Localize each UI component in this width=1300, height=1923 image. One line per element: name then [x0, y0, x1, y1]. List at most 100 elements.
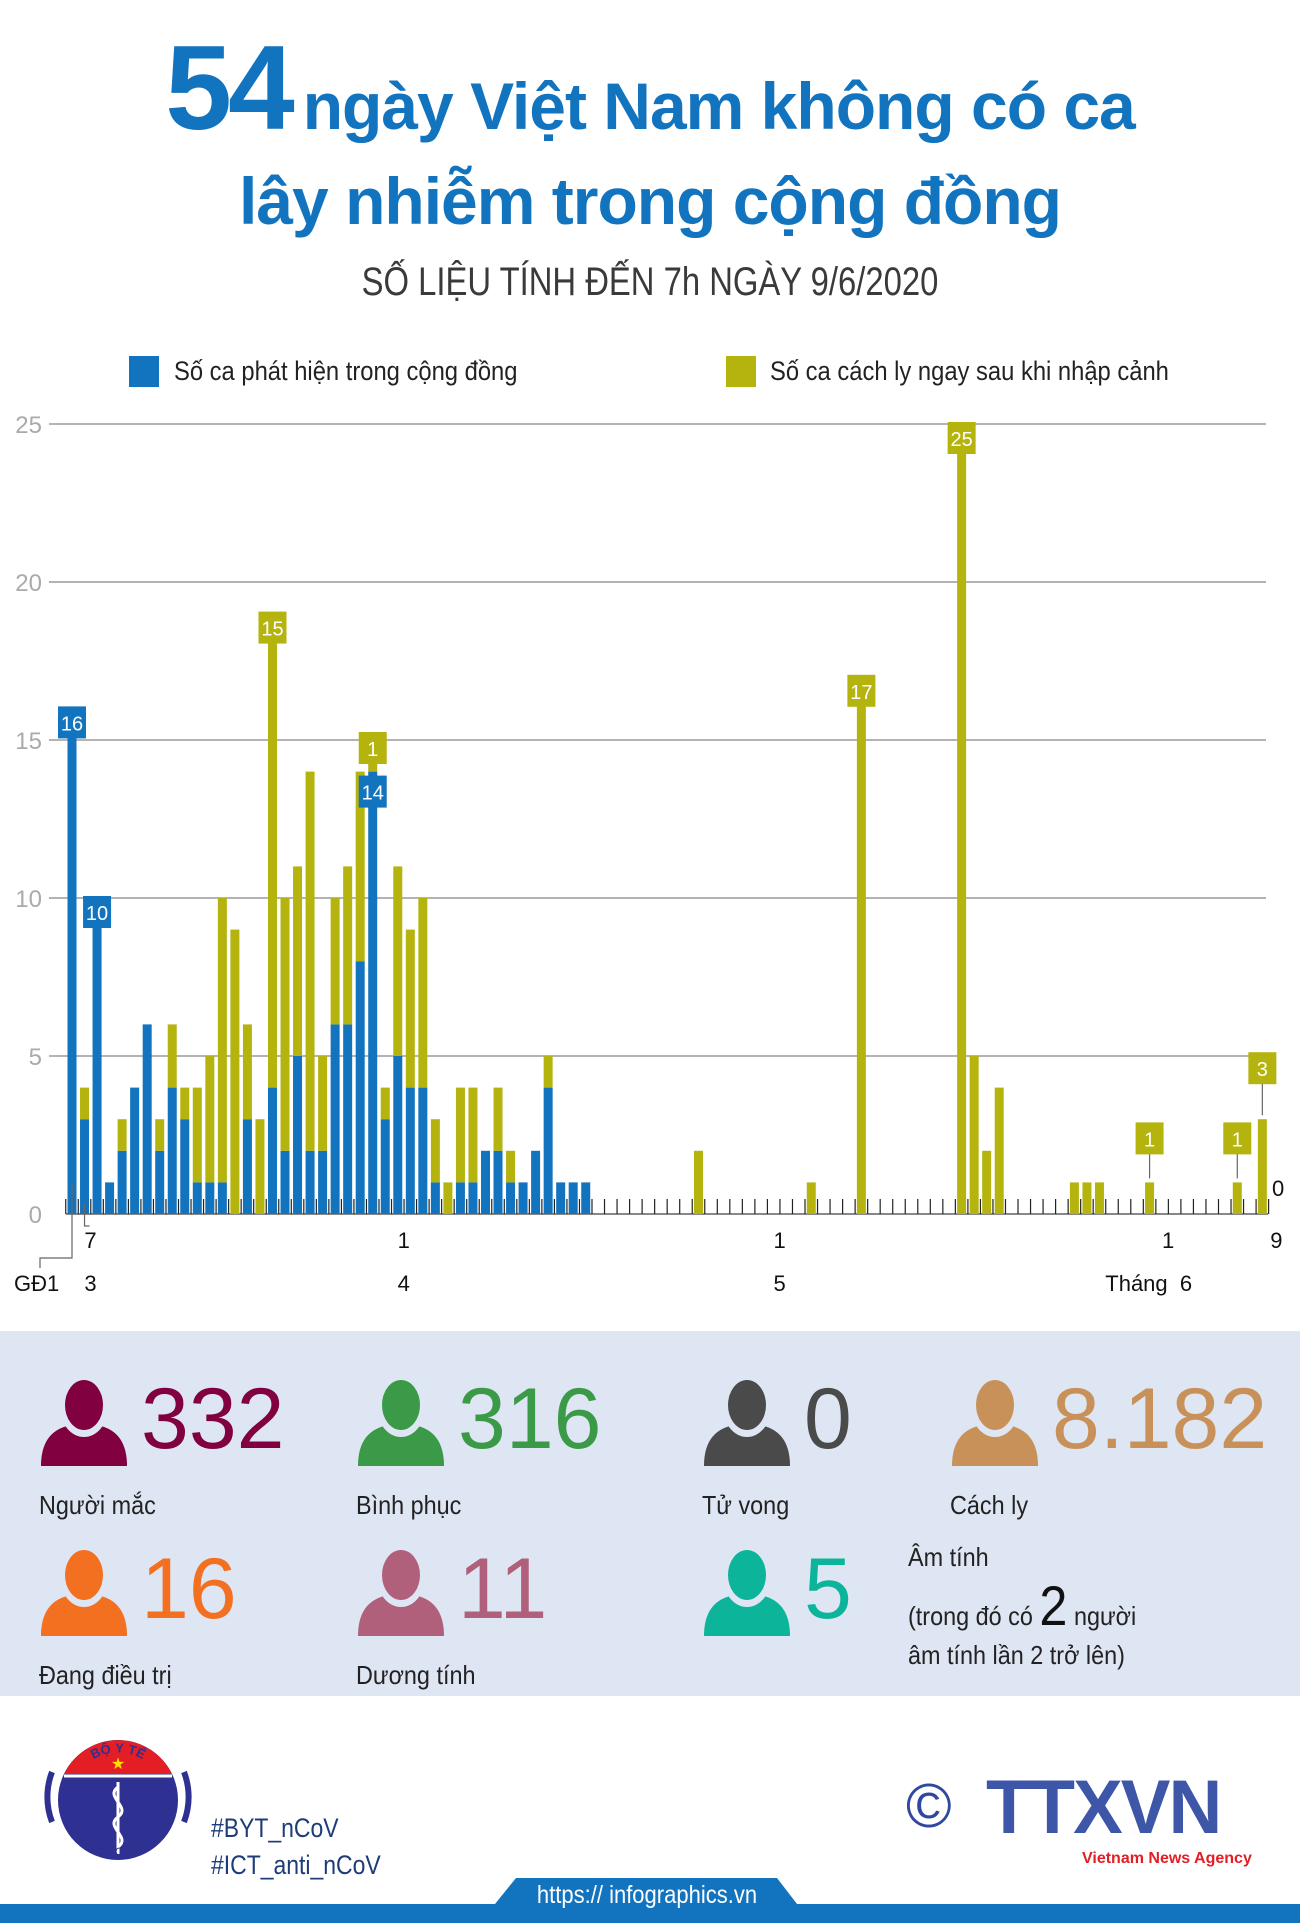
- y-tick-label: 25: [15, 412, 42, 439]
- bar-quarantine: [205, 1056, 215, 1183]
- bar-community: [167, 1087, 177, 1214]
- website-link[interactable]: https:// infographics.vn: [536, 1881, 758, 1909]
- data-label: 1: [1144, 1129, 1155, 1151]
- data-label: 10: [86, 903, 108, 925]
- bar-quarantine: [318, 1056, 328, 1151]
- bar-quarantine: [1232, 1182, 1242, 1214]
- data-label-box: [83, 896, 112, 928]
- bar-quarantine: [957, 424, 967, 1214]
- negative-note-prefix: (trong đó có: [908, 1601, 1033, 1631]
- subtitle: SỐ LIỆU TÍNH ĐẾN 7h NGÀY 9/6/2020: [361, 260, 939, 304]
- end-value-label: 0: [1272, 1176, 1284, 1201]
- x-day-label: 1: [398, 1228, 410, 1253]
- bar-quarantine: [506, 1150, 516, 1183]
- bar-quarantine: [982, 1150, 992, 1214]
- bar-quarantine: [455, 1087, 465, 1183]
- bar-quarantine: [393, 866, 403, 1056]
- x-day-label: 1: [774, 1228, 786, 1253]
- y-tick-label: 5: [29, 1044, 42, 1071]
- svg-text:BỘ Y TẾ: BỘ Y TẾ: [88, 1740, 148, 1762]
- bar-community: [242, 1119, 252, 1214]
- x-month-label: Tháng 6: [1105, 1271, 1192, 1296]
- negative-note-suffix: người: [1073, 1601, 1137, 1631]
- data-label: 16: [61, 713, 83, 735]
- hashtag-byt: #BYT_nCoV: [211, 1813, 339, 1843]
- bottom-bar: [0, 1904, 1300, 1923]
- bar-community: [117, 1150, 127, 1214]
- copyright-icon: ©: [906, 1772, 952, 1841]
- x-day-label: 9: [1270, 1228, 1282, 1253]
- bar-community: [180, 1119, 190, 1214]
- bar-quarantine: [155, 1119, 165, 1151]
- person-icon: [952, 1380, 1038, 1466]
- bar-community: [192, 1182, 202, 1214]
- x-month-label: 4: [398, 1271, 410, 1296]
- bar-community: [142, 1024, 152, 1214]
- bar-quarantine: [330, 898, 340, 1025]
- bar-quarantine: [994, 1087, 1004, 1214]
- bar-quarantine: [267, 613, 277, 1088]
- bar-quarantine: [242, 1024, 252, 1120]
- bar-community: [67, 708, 77, 1214]
- bar-quarantine: [230, 929, 240, 1214]
- bar-quarantine: [493, 1087, 503, 1151]
- bar-community: [543, 1087, 553, 1214]
- bar-quarantine: [969, 1056, 979, 1214]
- bar-community: [80, 1119, 90, 1214]
- legend-label-community: Số ca phát hiện trong cộng đồng: [174, 356, 518, 386]
- stat-number: 316: [458, 1371, 602, 1467]
- title-line-1: 54 ngày Việt Nam không có ca: [0, 28, 1300, 148]
- bar-community: [380, 1119, 390, 1214]
- stat-label: Người mắc: [39, 1490, 156, 1520]
- stat-label: Cách ly: [950, 1490, 1029, 1520]
- bar-community: [343, 1024, 353, 1214]
- bar-quarantine: [255, 1119, 265, 1214]
- data-label: 15: [261, 619, 283, 641]
- data-label-box: [1248, 1052, 1277, 1085]
- bar-quarantine: [1145, 1182, 1155, 1214]
- stat-label: Đang điều trị: [39, 1660, 172, 1690]
- bar-community: [455, 1182, 465, 1214]
- hashtag-ict: #ICT_anti_nCoV: [211, 1850, 381, 1880]
- star-icon: ★: [111, 1756, 125, 1773]
- bar-community: [518, 1182, 528, 1214]
- negative-note-line3: âm tính lần 2 trở lên): [908, 1640, 1125, 1670]
- data-label-box: [1135, 1122, 1164, 1155]
- data-label-box: [847, 674, 876, 707]
- data-label-box: [358, 775, 387, 808]
- bar-quarantine: [1094, 1182, 1104, 1214]
- y-tick-label: 0: [29, 1202, 42, 1229]
- bar-community: [368, 771, 378, 1214]
- bar-quarantine: [806, 1182, 816, 1214]
- bar-quarantine: [355, 771, 365, 962]
- data-label: 1: [367, 739, 378, 761]
- bar-quarantine: [856, 676, 866, 1214]
- legend-swatch-quarantine: [726, 356, 756, 387]
- y-tick-label: 15: [15, 728, 42, 755]
- data-label-box: [258, 611, 287, 644]
- bar-community: [305, 1150, 315, 1214]
- stat-label: Bình phục: [356, 1490, 462, 1520]
- negative-note-line1: Âm tính: [908, 1542, 989, 1572]
- y-tick-label: 10: [15, 886, 42, 913]
- bar-community: [430, 1182, 440, 1214]
- bar-community: [556, 1182, 566, 1214]
- person-icon: [358, 1550, 444, 1636]
- bar-community: [280, 1150, 290, 1214]
- data-label: 1: [1232, 1129, 1243, 1151]
- caduceus-icon: [112, 1785, 124, 1849]
- bar-quarantine: [543, 1056, 553, 1088]
- stat-number: 8.182: [1052, 1371, 1268, 1467]
- bar-quarantine: [1257, 1119, 1267, 1214]
- stat-label: Tử vong: [702, 1490, 790, 1520]
- bar-quarantine: [80, 1087, 90, 1120]
- data-label-box: [358, 732, 387, 764]
- x-day-label: 7: [84, 1228, 96, 1253]
- stat-number: 16: [141, 1541, 237, 1637]
- negative-note: Âm tính (trong đó có 2 người âm tính lần…: [908, 1540, 1136, 1672]
- stat-number: 332: [141, 1371, 285, 1467]
- x-month-label: 5: [774, 1271, 786, 1296]
- stat-label: Dương tính: [356, 1660, 476, 1690]
- phase-label: GĐ1: [14, 1271, 59, 1296]
- data-label: 14: [362, 783, 384, 805]
